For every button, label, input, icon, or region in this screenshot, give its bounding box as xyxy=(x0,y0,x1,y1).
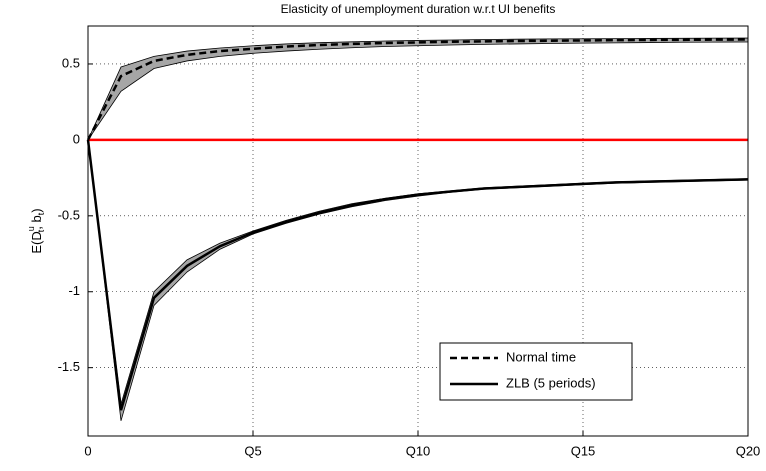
y-axis-label-part: ) xyxy=(29,208,44,212)
x-tick-label: 0 xyxy=(84,443,91,458)
plot-frame xyxy=(87,25,749,437)
y-axis-label: E(Dut, bt) xyxy=(26,208,46,253)
y-axis-label-part: t xyxy=(36,229,46,232)
x-tick-label: Q20 xyxy=(736,443,761,458)
y-axis-label-part: , b xyxy=(29,215,44,229)
y-axis-label-part: E(D xyxy=(29,231,44,253)
x-tick-label: Q5 xyxy=(244,443,261,458)
x-tick-label: Q15 xyxy=(571,443,596,458)
legend-box xyxy=(439,342,633,401)
legend-label: Normal time xyxy=(506,349,576,364)
y-tick-label: -0.5 xyxy=(58,207,80,222)
x-tick-label: Q10 xyxy=(406,443,431,458)
y-axis-label-part: t xyxy=(36,212,46,215)
confidence-band xyxy=(87,37,749,141)
y-tick-label: 0 xyxy=(73,131,80,146)
series-line xyxy=(86,139,749,411)
legend-label: ZLB (5 periods) xyxy=(506,375,596,390)
y-tick-label: -1 xyxy=(68,283,80,298)
y-tick-label: 0.5 xyxy=(62,55,80,70)
chart-title: Elasticity of unemployment duration w.r.… xyxy=(281,2,556,16)
y-tick-label: -1.5 xyxy=(58,359,80,374)
y-axis-label-part: u xyxy=(26,226,36,231)
